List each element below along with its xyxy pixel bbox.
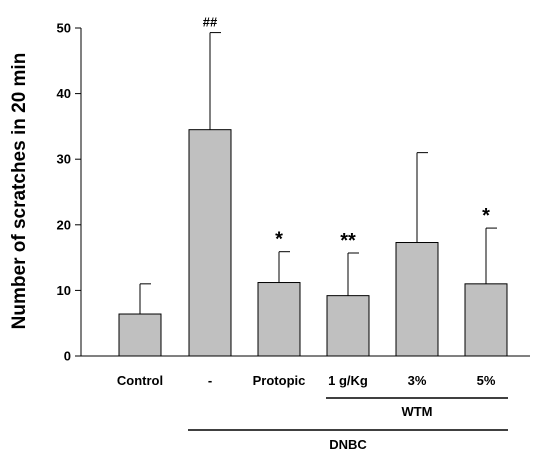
y-axis-title: Number of scratches in 20 min <box>9 53 30 330</box>
y-tick-label: 30 <box>57 152 71 167</box>
plot-area: 0 10 20 30 40 50 Control ## - * Protopic ** 1 g/Kg 3%… <box>57 15 530 452</box>
bar <box>188 129 232 357</box>
significance-mark: ## <box>203 15 218 30</box>
significance-mark: * <box>482 205 490 227</box>
significance-mark: * <box>275 229 283 251</box>
y-tick-label: 50 <box>57 21 71 36</box>
x-tick-label: - <box>208 373 212 388</box>
y-tick-label: 0 <box>64 349 71 364</box>
bar <box>118 313 162 357</box>
x-tick-label: Protopic <box>253 373 306 388</box>
y-tick-label: 20 <box>57 217 71 232</box>
bar <box>257 282 301 357</box>
x-tick-label: Control <box>117 373 163 388</box>
bar <box>395 242 439 357</box>
bar <box>326 295 370 357</box>
x-tick-label: 5% <box>477 373 496 388</box>
group-label: WTM <box>401 404 432 419</box>
y-tick-label: 40 <box>57 86 71 101</box>
group-label: DNBC <box>329 437 367 452</box>
bar <box>464 283 508 357</box>
significance-mark: ** <box>340 230 356 252</box>
y-tick-label: 10 <box>57 283 71 298</box>
x-tick-label: 1 g/Kg <box>328 373 368 388</box>
x-tick-label: 3% <box>408 373 427 388</box>
